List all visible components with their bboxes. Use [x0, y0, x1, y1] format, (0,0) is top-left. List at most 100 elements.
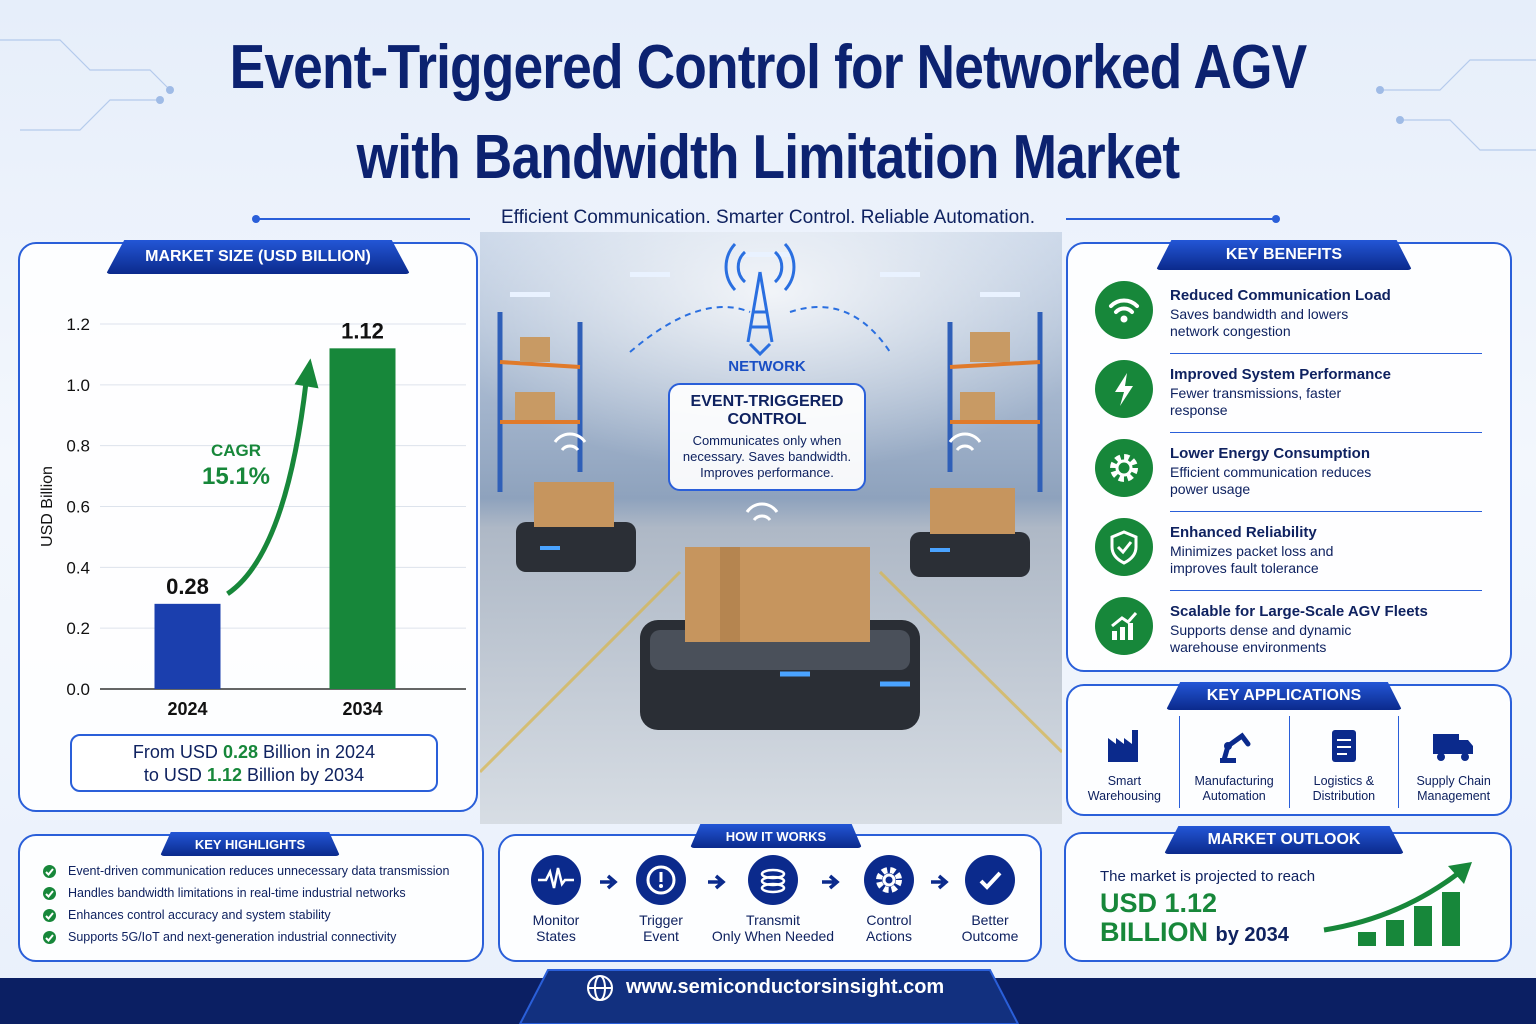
step-list: Monitor States Trigger Event Transmit Only Wh…	[498, 854, 1042, 954]
step-label: Only When Needed	[711, 928, 835, 944]
text: From USD	[132, 742, 218, 762]
bar	[154, 603, 221, 689]
y-tick-label: 0.0	[66, 680, 90, 699]
step-icon	[864, 855, 914, 905]
summary-line: to USD 1.12 Billion by 2034	[72, 764, 436, 787]
step-arrow	[930, 874, 949, 890]
step-icon	[965, 855, 1015, 905]
benefit-title: Lower Energy Consumption	[1170, 445, 1371, 462]
benefit-title: Reduced Communication Load	[1170, 287, 1391, 304]
panel-heading: KEY APPLICATIONS	[1166, 682, 1402, 710]
y-tick-label: 0.8	[66, 437, 90, 456]
highlight-text: Enhances control accuracy and system sta…	[68, 908, 331, 922]
benefit-title: Improved System Performance	[1170, 366, 1391, 383]
outlook-unit: BILLION by 2034	[1100, 917, 1289, 948]
step-label: States	[536, 928, 576, 944]
application-label: Distribution	[1312, 789, 1376, 803]
benefit-title: Scalable for Large-Scale AGV Fleets	[1170, 603, 1428, 620]
step-label: Better	[971, 912, 1009, 928]
y-tick-label: 1.0	[66, 376, 90, 395]
application-icon	[1219, 732, 1251, 763]
highlight-item: Handles bandwidth limitations in real-ti…	[42, 884, 482, 904]
bar	[329, 348, 396, 689]
value: 1.12	[206, 765, 242, 785]
step-label: Control	[866, 912, 912, 928]
footer-url[interactable]: www.semiconductorsinsight.com	[626, 976, 945, 998]
divider	[1170, 590, 1482, 591]
benefit-text: Saves bandwidth and lowers network conge…	[1170, 306, 1349, 339]
network-label: NETWORK	[728, 358, 806, 375]
x-tick-label: 2034	[342, 699, 382, 719]
outlook-value: USD 1.12	[1100, 888, 1218, 918]
application-label: Automation	[1202, 789, 1266, 803]
application-icon	[1433, 734, 1474, 761]
benefit-text: Efficient communication reduces power us…	[1170, 464, 1372, 497]
panel-heading: KEY BENEFITS	[1156, 240, 1412, 270]
application-item: Logistics & Distribution	[1288, 716, 1399, 808]
highlight-item: Enhances control accuracy and system sta…	[42, 906, 482, 926]
warehouse-scene	[480, 232, 1062, 824]
benefit-item: Enhanced Reliability Minimizes packet los…	[1066, 513, 1512, 592]
panel-heading: MARKET SIZE (USD BILLION)	[106, 240, 410, 274]
benefit-icon	[1095, 439, 1153, 497]
y-axis-label: USD Billion	[39, 466, 56, 547]
benefit-text: Minimizes packet loss and improves fault…	[1170, 543, 1334, 576]
benefit-item: Scalable for Large-Scale AGV Fleets Suppo…	[1066, 592, 1512, 671]
growth-icon	[1323, 862, 1472, 946]
y-tick-label: 0.2	[66, 619, 90, 638]
summary-box: From USD 0.28 Billion in 2024 to USD 1.1…	[70, 734, 438, 792]
market-size-panel	[18, 242, 478, 812]
benefit-icon	[1095, 360, 1153, 418]
y-tick-label: 0.4	[66, 558, 90, 577]
value: 0.28	[222, 742, 258, 762]
text: Billion in 2024	[263, 742, 376, 762]
panel-heading: MARKET OUTLOOK	[1164, 826, 1404, 854]
highlight-text: Handles bandwidth limitations in real-ti…	[68, 886, 406, 900]
highlight-text: Event-driven communication reduces unnec…	[68, 864, 450, 878]
application-item: Supply Chain Management	[1398, 716, 1508, 808]
highlight-text: Supports 5G/IoT and next-generation indu…	[68, 930, 397, 944]
cagr-value: 15.1%	[202, 463, 270, 490]
step-label: Actions	[866, 928, 912, 944]
application-label: Management	[1417, 789, 1491, 803]
benefit-item: Lower Energy Consumption Efficient commun…	[1066, 434, 1512, 513]
y-tick-label: 0.6	[66, 498, 90, 517]
step-label: Trigger	[639, 912, 683, 928]
cagr-arrow	[226, 378, 309, 596]
application-icon	[1331, 730, 1356, 762]
unit: BILLION	[1100, 917, 1208, 947]
title-line: Event-Triggered Control for Networked AG…	[229, 33, 1308, 102]
step-label: Event	[643, 928, 679, 944]
tagline: Efficient Communication. Smarter Control…	[500, 207, 1035, 228]
text: Billion by 2034	[247, 765, 365, 785]
panel-heading: HOW IT WORKS	[690, 824, 862, 848]
application-label: Smart	[1107, 774, 1142, 788]
text: to USD	[143, 765, 202, 785]
check-icon	[43, 887, 56, 900]
header-decor	[0, 39, 1536, 223]
application-label: Logistics &	[1313, 774, 1375, 788]
check-icon	[43, 909, 56, 922]
step-label: Outcome	[961, 928, 1019, 944]
check-icon	[43, 931, 56, 944]
outlook-text: The market is projected to reach	[1100, 868, 1316, 885]
benefit-text: Fewer transmissions, faster response	[1170, 385, 1342, 418]
benefit-icon	[1095, 597, 1153, 655]
data-label: 0.28	[166, 574, 209, 599]
benefit-item: Reduced Communication Load Saves bandwidt…	[1066, 276, 1512, 355]
application-item: Smart Warehousing	[1070, 716, 1179, 808]
application-label: Manufacturing	[1194, 774, 1274, 788]
footer-band	[0, 969, 1536, 1024]
step-arrow	[822, 874, 840, 890]
benefit-icon	[1095, 518, 1153, 576]
y-tick-label: 1.2	[66, 315, 90, 334]
step-icon	[748, 855, 798, 905]
cagr-arrowhead	[294, 358, 319, 389]
step-arrow	[599, 874, 618, 890]
panel-heading: KEY HIGHLIGHTS	[160, 832, 340, 856]
benefit-text: Supports dense and dynamic warehouse env…	[1170, 622, 1352, 655]
bar-chart: 0.0 0.2 0.4 0.6 0.8 1.0 1.2 USD Billion 2024 0.28…	[39, 315, 466, 719]
check-icon	[43, 865, 56, 878]
step-icon	[531, 855, 581, 905]
highlight-item: Supports 5G/IoT and next-generation indu…	[42, 928, 482, 948]
